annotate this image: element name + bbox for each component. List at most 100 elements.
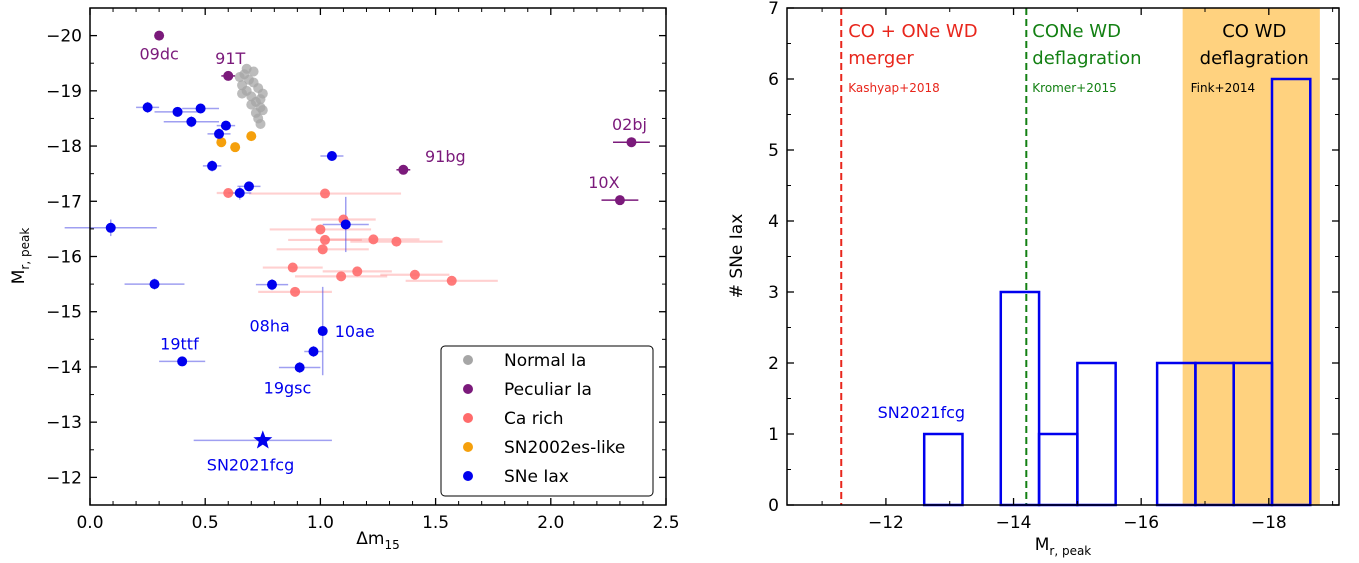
peculiar-ia-point-2 xyxy=(223,70,234,81)
histogram-axis-ticks: −12 −14 −16 −18 0 1 2 3 4 5 6 7 xyxy=(768,0,1339,533)
histogram-x-tick-label: −12 xyxy=(868,513,904,533)
sne-iax-point-9 xyxy=(234,187,245,198)
histogram-bin-4 xyxy=(1076,361,1117,507)
sne-iax-point-5 xyxy=(220,120,231,131)
model-annotations: SN2021fcg CO + ONe WD merger Kashyap+2018 CO… xyxy=(848,21,1309,422)
histogram-y-tick-label: 0 xyxy=(768,496,779,516)
sn2021fcg-bin-label: SN2021fcg xyxy=(878,403,965,422)
annotation-co-wd-deflagration-line2: deflagration xyxy=(1200,48,1309,69)
normal-ia-point-17 xyxy=(237,88,248,99)
point-label-91t: 91T xyxy=(215,49,245,68)
scatter-y-tick-label: −13 xyxy=(46,413,82,433)
histogram-bin-2 xyxy=(999,290,1041,507)
scatter-x-tick-label: 1.5 xyxy=(422,513,449,533)
histogram-y-tick-label: 1 xyxy=(768,425,779,445)
ca-rich-point-7 xyxy=(391,236,402,247)
histogram-y-tick-label: 6 xyxy=(768,70,779,90)
sne-iax-point-19-star-marker xyxy=(253,430,273,449)
point-label-sn2021fcg: SN2021fcg xyxy=(207,455,294,474)
peculiar-ia-point-5 xyxy=(614,195,625,206)
legend-label-normal-ia: Normal Ia xyxy=(504,351,586,371)
annotation-co-one-wd-merger-line2: merger xyxy=(848,48,914,69)
legend-marker-normal-ia xyxy=(463,355,473,365)
scatter-x-tick-label: 2.5 xyxy=(652,513,679,533)
model-lines xyxy=(840,8,1028,505)
scatter-point-labels: 09dc 91T 91bg 02bj 10X 10ae 08ha 19gsc 19ttf SN20… xyxy=(139,45,646,475)
sne-iax-point-4 xyxy=(186,116,197,127)
normal-ia-point-20 xyxy=(255,118,266,129)
scatter-x-tick-label: 0.0 xyxy=(76,513,103,533)
legend-marker-peculiar-ia xyxy=(463,384,473,394)
scatter-x-tick-label: 1.0 xyxy=(307,513,334,533)
scatter-y-tick-label: −16 xyxy=(46,248,82,268)
point-label-91bg: 91bg xyxy=(425,147,466,166)
ca-rich-point-8 xyxy=(317,244,328,255)
scatter-y-tick-label: −15 xyxy=(46,303,82,323)
ca-rich-point-1 xyxy=(223,187,234,198)
histogram-y-tick-label: 2 xyxy=(768,354,779,374)
sne-iax-point-18 xyxy=(177,356,188,367)
peculiar-ia-point-1 xyxy=(154,30,165,41)
ca-rich-point-12 xyxy=(409,269,420,280)
histogram-bin-1 xyxy=(922,432,964,507)
normal-ia-point-15 xyxy=(255,94,266,105)
legend-marker-sn2002es-like xyxy=(463,442,473,452)
sne-iax-point-12 xyxy=(340,219,351,230)
sne-iax-point-11 xyxy=(105,222,116,233)
scatter-x-axis-label: Δm15 xyxy=(356,529,399,552)
ca-rich-point-13 xyxy=(446,275,457,286)
histogram-y-axis-label: # SNe Iax xyxy=(727,214,747,299)
normal-ia-point-18 xyxy=(248,66,259,77)
scatter-x-tick-label: 2.0 xyxy=(537,513,564,533)
legend-label-ca-rich: Ca rich xyxy=(504,409,564,429)
scatter-points xyxy=(105,30,637,449)
point-label-19gsc: 19gsc xyxy=(264,378,312,397)
peculiar-ia-point-4 xyxy=(626,137,637,148)
legend-label-sne-iax: SNe Iax xyxy=(504,467,569,487)
sne-iax-point-8 xyxy=(243,181,254,192)
annotation-co-one-wd-merger-line1: CO + ONe WD xyxy=(848,21,977,42)
point-label-09dc: 09dc xyxy=(139,45,178,64)
histogram-y-tick-label: 7 xyxy=(768,0,779,19)
annotation-ref-kromer-2015: Kromer+2015 xyxy=(1032,81,1116,95)
legend-box xyxy=(440,345,654,497)
scatter-y-tick-label: −18 xyxy=(46,137,82,157)
point-label-19ttf: 19ttf xyxy=(160,334,199,353)
ca-rich-point-2 xyxy=(320,188,331,199)
scatter-axis-ticks: 0.0 0.5 1.0 1.5 2.0 2.5 −12 −13 −14 −15 −16 −17 −18 −… xyxy=(46,7,680,533)
histogram-x-tick-label: −16 xyxy=(1123,513,1159,533)
sn2002es-like-point-2 xyxy=(216,137,227,148)
sne-iax-point-3 xyxy=(195,103,206,114)
sne-iax-point-10 xyxy=(326,150,337,161)
histogram-bin-3 xyxy=(1037,432,1079,507)
sne-iax-point-13 xyxy=(149,279,160,290)
scatter-y-tick-label: −20 xyxy=(46,27,82,47)
annotation-ref-fink-2014: Fink+2014 xyxy=(1191,81,1256,95)
legend-label-sn2002es-like: SN2002es-like xyxy=(504,438,625,458)
legend-label-peculiar-ia: Peculiar Ia xyxy=(504,380,592,400)
point-label-10x: 10X xyxy=(588,173,619,192)
scatter-y-tick-label: −17 xyxy=(46,192,82,212)
point-label-02bj: 02bj xyxy=(612,115,647,134)
sne-iax-point-2 xyxy=(172,106,183,117)
histogram-x-tick-label: −18 xyxy=(1251,513,1287,533)
ca-rich-point-14 xyxy=(290,286,301,297)
legend-marker-ca-rich xyxy=(463,413,473,423)
histogram-y-tick-label: 3 xyxy=(768,283,779,303)
scatter-y-tick-label: −19 xyxy=(46,82,82,102)
ca-rich-point-4 xyxy=(315,224,326,235)
point-label-10ae: 10ae xyxy=(335,322,375,341)
scatter-panel: 09dc 91T 91bg 02bj 10X 10ae 08ha 19gsc 19ttf SN20… xyxy=(9,7,680,552)
ca-rich-point-9 xyxy=(287,262,298,273)
scatter-legend: Normal Ia Peculiar Ia Ca rich SN2002es-like… xyxy=(440,345,654,497)
normal-ia-point-13 xyxy=(246,99,257,110)
sn2002es-like-point-3 xyxy=(230,142,241,153)
normal-ia-point-19 xyxy=(257,105,268,116)
legend-marker-sne-iax xyxy=(463,471,473,481)
scatter-x-tick-label: 0.5 xyxy=(192,513,219,533)
annotation-cone-wd-deflagration-line1: CONe WD xyxy=(1032,21,1121,42)
ca-rich-point-11 xyxy=(336,271,347,282)
annotation-ref-kashyap-2018: Kashyap+2018 xyxy=(848,81,940,95)
ca-rich-point-10 xyxy=(352,266,363,277)
